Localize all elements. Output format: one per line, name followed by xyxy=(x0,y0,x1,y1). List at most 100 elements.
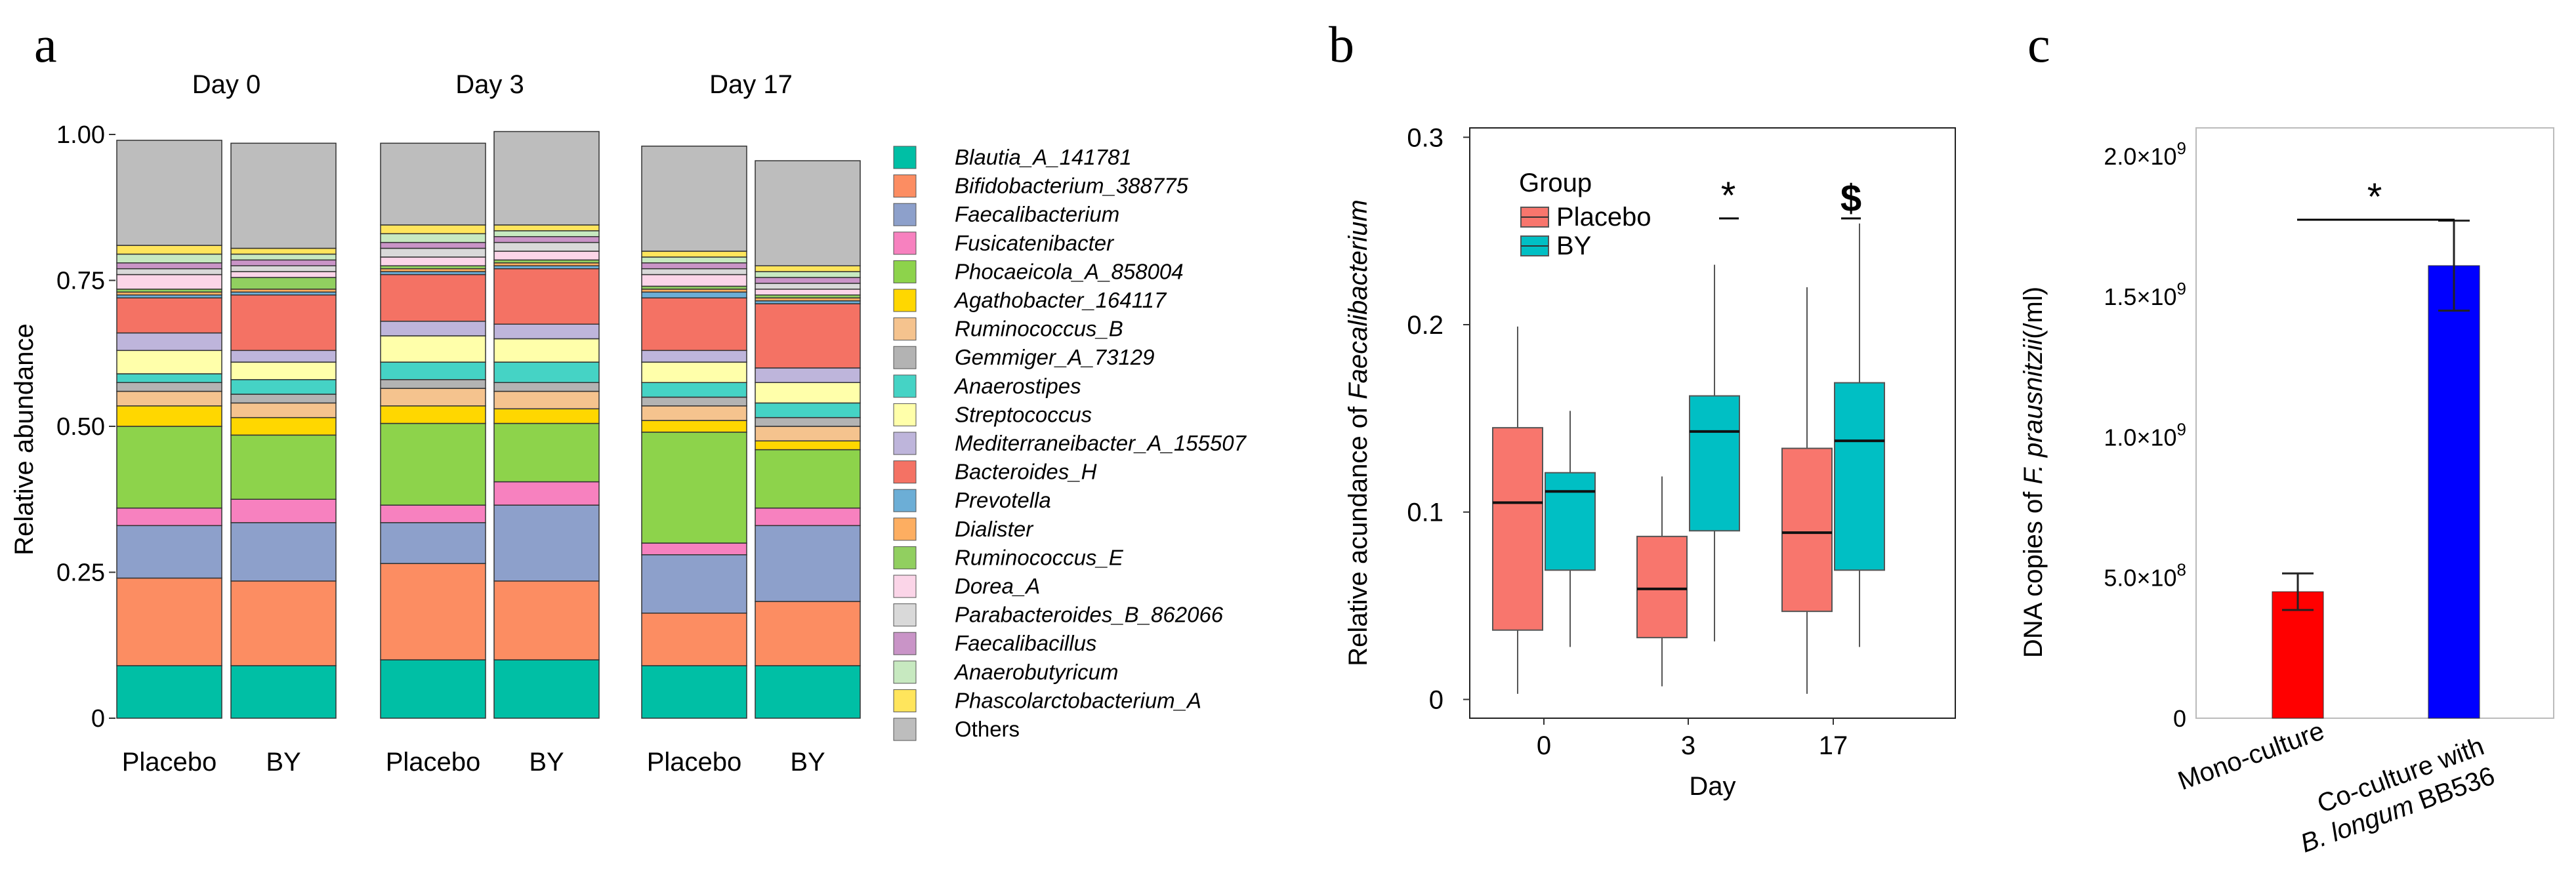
stacked-bar-segment xyxy=(116,245,222,255)
panel-c-y-axis-label-unit: (/ml) xyxy=(2019,287,2048,339)
panel-b-x-tick-label: 0 xyxy=(1537,731,1551,760)
panel-b-x-axis-label: Day xyxy=(1689,772,1735,801)
panel-a-group-label: Day 17 xyxy=(709,70,793,99)
stacked-bar-segment xyxy=(641,268,747,275)
panel-c-y-tick-label: 5.0×108 xyxy=(2104,560,2186,592)
panel-c-bar xyxy=(2272,591,2324,719)
panel-a-bar-label: BY xyxy=(529,748,564,777)
stacked-bar-segment xyxy=(230,379,337,395)
stacked-bar-segment xyxy=(230,580,337,666)
stacked-bar-segment xyxy=(380,247,486,258)
panel-b-y-axis-label-text: Relative acundance of xyxy=(1344,399,1373,666)
stacked-bar-segment xyxy=(230,265,337,272)
stacked-bar-segment xyxy=(230,665,337,719)
panel-a-legend-label: Dorea_A xyxy=(955,574,1040,598)
panel-a-legend-swatch xyxy=(893,146,917,169)
stacked-bar-segment xyxy=(380,504,486,523)
legend-label-by: BY xyxy=(1556,232,1591,260)
panel-b-letter: b xyxy=(1329,16,1354,73)
stacked-bar-segment xyxy=(641,432,747,544)
panel-a-legend-label: Phocaeicola_A_858004 xyxy=(955,259,1184,283)
panel-a-bar-label: BY xyxy=(266,748,301,777)
stacked-bar-segment xyxy=(116,140,222,246)
panel-a-legend-label: Others xyxy=(955,717,1020,741)
stacked-bar-segment xyxy=(116,332,222,352)
panel-a-legend-swatch xyxy=(893,460,917,484)
panel-b-legend: Group Placebo BY xyxy=(1519,169,1652,260)
box-by xyxy=(1545,472,1596,571)
panel-a-bar-label: Placebo xyxy=(386,748,481,777)
stacked-bar-segment xyxy=(493,382,600,392)
stacked-bar-segment xyxy=(641,262,747,270)
panel-a-y-tick-label: 0 xyxy=(91,705,105,733)
stacked-bar-segment xyxy=(641,665,747,719)
panel-a-letter: a xyxy=(34,16,57,73)
legend-label-placebo: Placebo xyxy=(1556,203,1652,232)
panel-a-legend-label: Streptococcus xyxy=(955,402,1092,426)
stacked-bar-segment xyxy=(116,262,222,270)
stacked-bar-segment xyxy=(755,525,861,602)
stacked-bar-segment xyxy=(641,542,747,556)
stacked-bar-segment xyxy=(755,283,861,290)
panel-c-y-tick-label: 0 xyxy=(2173,705,2186,732)
panel-a-stacked-bar-chart: Relative abundance 0 0.25 0.50 0.75 1.00 Pla… xyxy=(10,70,1247,777)
stacked-bar-segment xyxy=(641,613,747,666)
stacked-bar-segment xyxy=(230,394,337,404)
panel-b-annotation-day17: $ xyxy=(1840,177,1861,220)
panel-a-legend-label: Faecalibacterium xyxy=(955,202,1119,226)
stacked-bar-segment xyxy=(116,268,222,275)
stacked-bar-segment xyxy=(230,271,337,278)
stacked-bar-segment xyxy=(380,233,486,243)
panel-b-y-tick-label: 0.3 xyxy=(1407,123,1444,152)
panel-a-legend-label: Anaerobutyricum xyxy=(953,660,1118,684)
stacked-bar-segment xyxy=(755,665,861,719)
box-placebo xyxy=(1636,535,1688,639)
stacked-bar-segment xyxy=(380,659,486,719)
panel-a-group-label: Day 3 xyxy=(455,70,524,99)
panel-a-y-axis-label: Relative abundance xyxy=(10,323,39,556)
panel-a-legend-swatch xyxy=(893,603,917,627)
stacked-bar-segment xyxy=(380,379,486,389)
stacked-bar-segment xyxy=(116,373,222,384)
stacked-bar-segment xyxy=(380,335,486,363)
stacked-bar-segment xyxy=(641,297,747,352)
panel-a-legend-swatch xyxy=(893,517,917,541)
stacked-bar-segment xyxy=(493,481,600,506)
stacked-bar-segment xyxy=(641,405,747,421)
panel-a-legend-swatch xyxy=(893,432,917,455)
panel-a-legend-label: Ruminococcus_E xyxy=(955,545,1124,569)
stacked-bar-segment xyxy=(493,338,600,363)
stacked-bar-segment xyxy=(230,294,337,352)
stacked-bar-segment xyxy=(116,507,222,527)
panel-a-legend-swatch xyxy=(893,718,917,741)
stacked-bar-segment xyxy=(493,224,600,232)
panel-a-legend-swatch xyxy=(893,317,917,341)
stacked-bar-segment xyxy=(493,361,600,383)
stacked-bar-segment xyxy=(493,422,600,483)
panel-c-y-tick-label: 2.0×109 xyxy=(2104,138,2186,170)
stacked-bar-segment xyxy=(755,402,861,418)
panel-a-bar-label: BY xyxy=(790,748,825,777)
stacked-bar-segment xyxy=(230,247,337,255)
stacked-bar-segment xyxy=(493,659,600,719)
panel-b-plot-frame xyxy=(1469,127,1956,719)
stacked-bar-segment xyxy=(493,230,600,237)
stacked-bar-segment xyxy=(116,405,222,427)
panel-a-legend-label: Prevotella xyxy=(955,488,1051,512)
panel-a-legend-label: Fusicatenibacter xyxy=(955,231,1115,255)
panel-a-legend-swatch xyxy=(893,689,917,712)
stacked-bar-segment xyxy=(380,422,486,506)
panel-b-y-tick-label: 0.2 xyxy=(1407,311,1444,340)
box-placebo xyxy=(1492,427,1543,631)
panel-b-y-tick-label: 0 xyxy=(1429,685,1444,714)
stacked-bar-segment xyxy=(230,259,337,267)
panel-c-letter: c xyxy=(2027,16,2050,73)
stacked-bar-segment xyxy=(116,297,222,334)
stacked-bar-segment xyxy=(493,408,600,424)
panel-b-legend-title: Group xyxy=(1519,169,1592,197)
panel-b-y-axis-label: Relative acundance of Faecalibacterium xyxy=(1344,199,1373,666)
panel-c-y-axis-label-italic: F. prausnitzii xyxy=(2019,338,2048,485)
panel-a-legend-swatch xyxy=(893,203,917,226)
panel-a-group-label: Day 0 xyxy=(192,70,261,99)
stacked-bar-segment xyxy=(230,416,337,436)
